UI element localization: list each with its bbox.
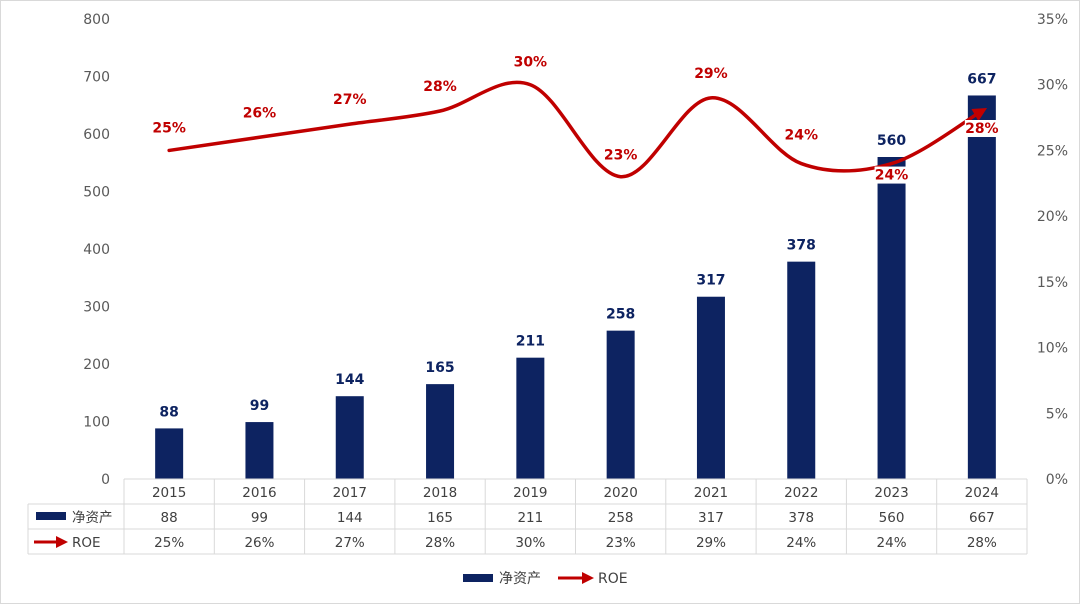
left-tick-label: 200 — [83, 357, 110, 373]
roe-labels: 25% 26% 27% 28% 30% 23% 29% 24% 24% 28% — [152, 55, 999, 184]
bar-data-label: 99 — [250, 398, 269, 414]
table-cell: 144 — [337, 510, 363, 526]
roe-data-label: 29% — [694, 66, 728, 82]
table-cell: 211 — [517, 510, 543, 526]
roe-data-label: 30% — [514, 55, 548, 71]
roe-data-label: 24% — [784, 128, 818, 144]
roe-data-label: 25% — [152, 120, 186, 136]
bar-labels: 88 99 144 165 211 258 317 378 560 667 — [159, 71, 996, 420]
table-cell: 165 — [427, 510, 453, 526]
legend: 净资产 ROE — [463, 571, 628, 587]
bar-data-label: 88 — [159, 404, 178, 420]
bar-data-label: 317 — [696, 273, 725, 289]
left-tick-label: 0 — [101, 472, 110, 488]
bar-data-label: 667 — [967, 71, 996, 87]
bar — [877, 157, 906, 479]
category-label: 2018 — [423, 485, 457, 501]
right-tick-label: 10% — [1037, 341, 1068, 357]
bar — [967, 95, 996, 479]
table-legend-arrow-key — [56, 536, 68, 548]
bar-series — [155, 95, 996, 479]
table-cell: 88 — [161, 510, 178, 526]
bar-data-label: 165 — [425, 360, 454, 376]
table-cell: 317 — [698, 510, 724, 526]
roe-data-label: 27% — [333, 92, 367, 108]
roe-data-label: 23% — [604, 148, 638, 164]
bar — [245, 422, 274, 479]
bar-data-label: 144 — [335, 372, 364, 388]
right-tick-label: 5% — [1046, 406, 1068, 422]
table-row-label: ROE — [72, 535, 101, 551]
data-table: 2015 2016 2017 2018 2019 2020 2021 2022 2023 2024… — [27, 478, 1028, 555]
table-cell: 30% — [515, 535, 545, 551]
roe-label-background — [964, 120, 999, 137]
table-cell: 27% — [335, 535, 365, 551]
table-cell: 28% — [425, 535, 455, 551]
right-axis: 0% 5% 10% 15% 20% 25% 30% 35% — [1037, 12, 1068, 488]
table-cell: 29% — [696, 535, 726, 551]
left-tick-label: 600 — [83, 127, 110, 143]
category-label: 2020 — [603, 485, 637, 501]
right-tick-label: 0% — [1046, 472, 1068, 488]
table-cell: 23% — [606, 535, 636, 551]
category-label: 2024 — [965, 485, 999, 501]
left-tick-label: 100 — [83, 415, 110, 431]
left-tick-label: 400 — [83, 242, 110, 258]
table-cell: 560 — [879, 510, 905, 526]
roe-arrowhead — [971, 107, 988, 122]
category-label: 2015 — [152, 485, 186, 501]
legend-label-net-assets: 净资产 — [499, 571, 541, 587]
bar-data-label: 560 — [877, 133, 906, 149]
table-cell: 28% — [967, 535, 997, 551]
roe-series — [167, 80, 988, 179]
legend-arrow-key — [582, 572, 594, 584]
category-label: 2017 — [333, 485, 367, 501]
left-tick-label: 500 — [83, 185, 110, 201]
table-cell: 667 — [969, 510, 995, 526]
left-tick-label: 700 — [83, 70, 110, 86]
roe-data-label: 24% — [875, 168, 909, 184]
roe-data-label: 26% — [243, 105, 277, 121]
category-label: 2021 — [694, 485, 728, 501]
legend-bar-key — [463, 574, 493, 582]
bar — [787, 261, 816, 479]
left-axis: 0 100 200 300 400 500 600 700 800 — [83, 12, 110, 488]
table-cell: 25% — [154, 535, 184, 551]
roe-line-path — [167, 80, 984, 179]
table-cell: 24% — [786, 535, 816, 551]
table-cell: 99 — [251, 510, 268, 526]
roe-data-label: 28% — [423, 79, 457, 95]
table-cell: 24% — [877, 535, 907, 551]
legend-label-roe: ROE — [598, 571, 628, 587]
bar — [516, 357, 545, 479]
left-tick-label: 300 — [83, 300, 110, 316]
category-label: 2023 — [874, 485, 908, 501]
right-tick-label: 15% — [1037, 275, 1068, 291]
roe-data-label: 28% — [965, 121, 999, 137]
bar-data-label: 211 — [516, 334, 545, 350]
bar — [335, 396, 364, 479]
right-tick-label: 30% — [1037, 78, 1068, 94]
category-label: 2016 — [242, 485, 276, 501]
bar — [696, 296, 725, 479]
table-row-label: 净资产 — [72, 510, 113, 526]
table-legend-bar-key — [36, 512, 66, 520]
right-tick-label: 20% — [1037, 209, 1068, 225]
table-cell: 26% — [244, 535, 274, 551]
bar — [155, 428, 184, 479]
table-cell: 378 — [788, 510, 814, 526]
bar — [426, 384, 455, 479]
table-cell: 258 — [608, 510, 634, 526]
right-tick-label: 35% — [1037, 12, 1068, 28]
category-label: 2022 — [784, 485, 818, 501]
left-tick-label: 800 — [83, 12, 110, 28]
bar — [606, 330, 635, 479]
bar-data-label: 378 — [787, 238, 816, 254]
right-tick-label: 25% — [1037, 143, 1068, 159]
roe-label-background — [874, 166, 909, 184]
bar-data-label: 258 — [606, 307, 635, 323]
category-label: 2019 — [513, 485, 547, 501]
